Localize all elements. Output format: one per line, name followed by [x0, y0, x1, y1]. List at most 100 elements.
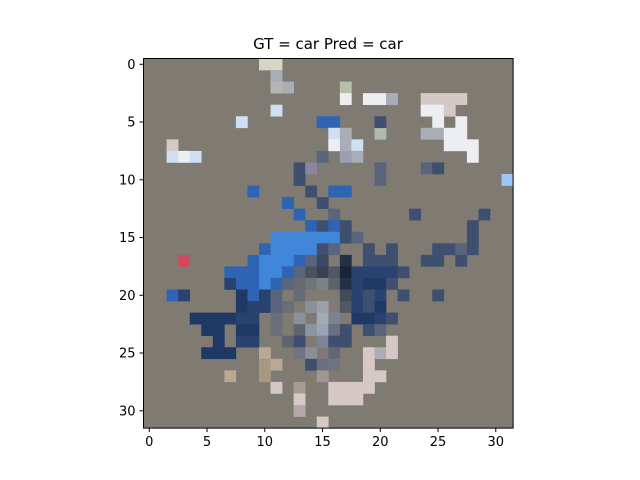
image-pixel	[293, 405, 306, 417]
image-pixel	[432, 243, 456, 256]
image-pixel	[282, 335, 294, 348]
image-pixel	[328, 127, 341, 140]
image-pixel	[293, 335, 306, 348]
image-pixel	[328, 185, 352, 198]
image-pixel	[270, 104, 283, 117]
image-pixel	[259, 266, 271, 279]
image-pixel	[362, 277, 387, 290]
image-pixel	[374, 174, 387, 186]
image-pixel	[316, 197, 329, 209]
x-tick-label: 0	[145, 435, 153, 450]
image-pixel	[305, 277, 318, 290]
figure-title: GT = car Pred = car	[253, 35, 404, 53]
image-pixel	[328, 393, 341, 406]
image-pixel	[432, 162, 445, 175]
image-pixel	[420, 127, 445, 140]
image-pixel	[351, 312, 375, 325]
image-pixel	[478, 208, 491, 221]
image-pixel	[224, 312, 237, 325]
image-pixel	[305, 358, 318, 371]
image-pixel	[270, 358, 283, 371]
image-pixel	[397, 266, 410, 279]
image-pixel	[386, 243, 398, 256]
image-pixel	[455, 254, 468, 267]
image-pixel	[259, 254, 283, 267]
image-pixel	[351, 301, 364, 313]
image-pixel	[293, 289, 306, 302]
image-pixel	[316, 312, 329, 325]
image-pixel	[259, 347, 271, 360]
x-tick-label: 10	[257, 435, 274, 450]
image-pixel	[189, 150, 202, 163]
image-pixel	[432, 289, 445, 302]
image-pixel	[235, 116, 248, 129]
image-pixel	[282, 254, 294, 267]
image-pixel	[305, 301, 318, 313]
image-pixel	[328, 243, 341, 256]
image-pixel	[305, 185, 318, 198]
image-pixel	[443, 139, 456, 152]
image-pixel	[328, 208, 341, 221]
image-pixel	[328, 381, 341, 394]
image-pixel	[316, 416, 329, 429]
image-pixel	[178, 254, 190, 267]
image-pixel	[305, 220, 318, 233]
image-pixel	[178, 150, 190, 163]
y-tick-label: 30	[119, 404, 136, 419]
image-pixel	[316, 243, 329, 256]
image-pixel	[339, 266, 352, 279]
image-pixel	[339, 324, 352, 336]
image-pixel	[374, 127, 387, 140]
image-pixel	[339, 301, 352, 313]
x-tick-label: 15	[314, 435, 331, 450]
image-pixel	[235, 277, 260, 290]
image-pixel	[293, 393, 306, 406]
image-pixel	[235, 289, 248, 302]
image-pixel	[443, 93, 468, 105]
image-pixel	[339, 393, 364, 406]
image-pixel	[351, 231, 364, 244]
image-pixel	[316, 266, 329, 279]
image-pixel	[466, 243, 479, 256]
image-pixel	[362, 266, 387, 279]
image-pixel	[293, 277, 306, 290]
image-pixel	[247, 254, 260, 267]
image-pixel	[270, 381, 283, 394]
image-pixel	[432, 254, 445, 267]
image-pixel	[351, 277, 364, 290]
image-pixel	[305, 231, 341, 244]
image-pixel	[339, 335, 352, 348]
image-pixel	[201, 324, 225, 336]
image-pixel	[270, 324, 283, 336]
image-pixel	[235, 266, 260, 279]
image-pixel	[420, 93, 445, 105]
image-pixel	[397, 289, 410, 302]
image-pixel	[466, 220, 479, 233]
image-pixel	[374, 301, 387, 313]
image-pixel	[455, 127, 468, 140]
y-tick-label: 20	[119, 289, 136, 304]
x-tick-label: 30	[488, 435, 505, 450]
image-pixel	[420, 254, 433, 267]
image-pixel	[351, 289, 364, 302]
image-pixel	[362, 93, 387, 105]
image-pixel	[374, 324, 387, 336]
image-pixel	[270, 231, 306, 244]
image-pixel	[420, 162, 433, 175]
image-pixel	[235, 335, 260, 348]
image-pixel	[328, 220, 341, 233]
image-pixel	[305, 254, 318, 267]
image-pixel	[339, 254, 352, 267]
image-pixel	[270, 70, 283, 82]
image-pixel	[328, 266, 341, 279]
image-pixel	[224, 277, 237, 290]
image-pixel	[420, 104, 445, 117]
image-pixel	[386, 347, 398, 360]
x-tick-label: 20	[372, 435, 389, 450]
image-pixel	[339, 381, 364, 394]
image-pixel	[247, 289, 260, 302]
image-pixel	[305, 266, 318, 279]
x-tick-label: 25	[430, 435, 447, 450]
image-pixel	[212, 335, 225, 348]
